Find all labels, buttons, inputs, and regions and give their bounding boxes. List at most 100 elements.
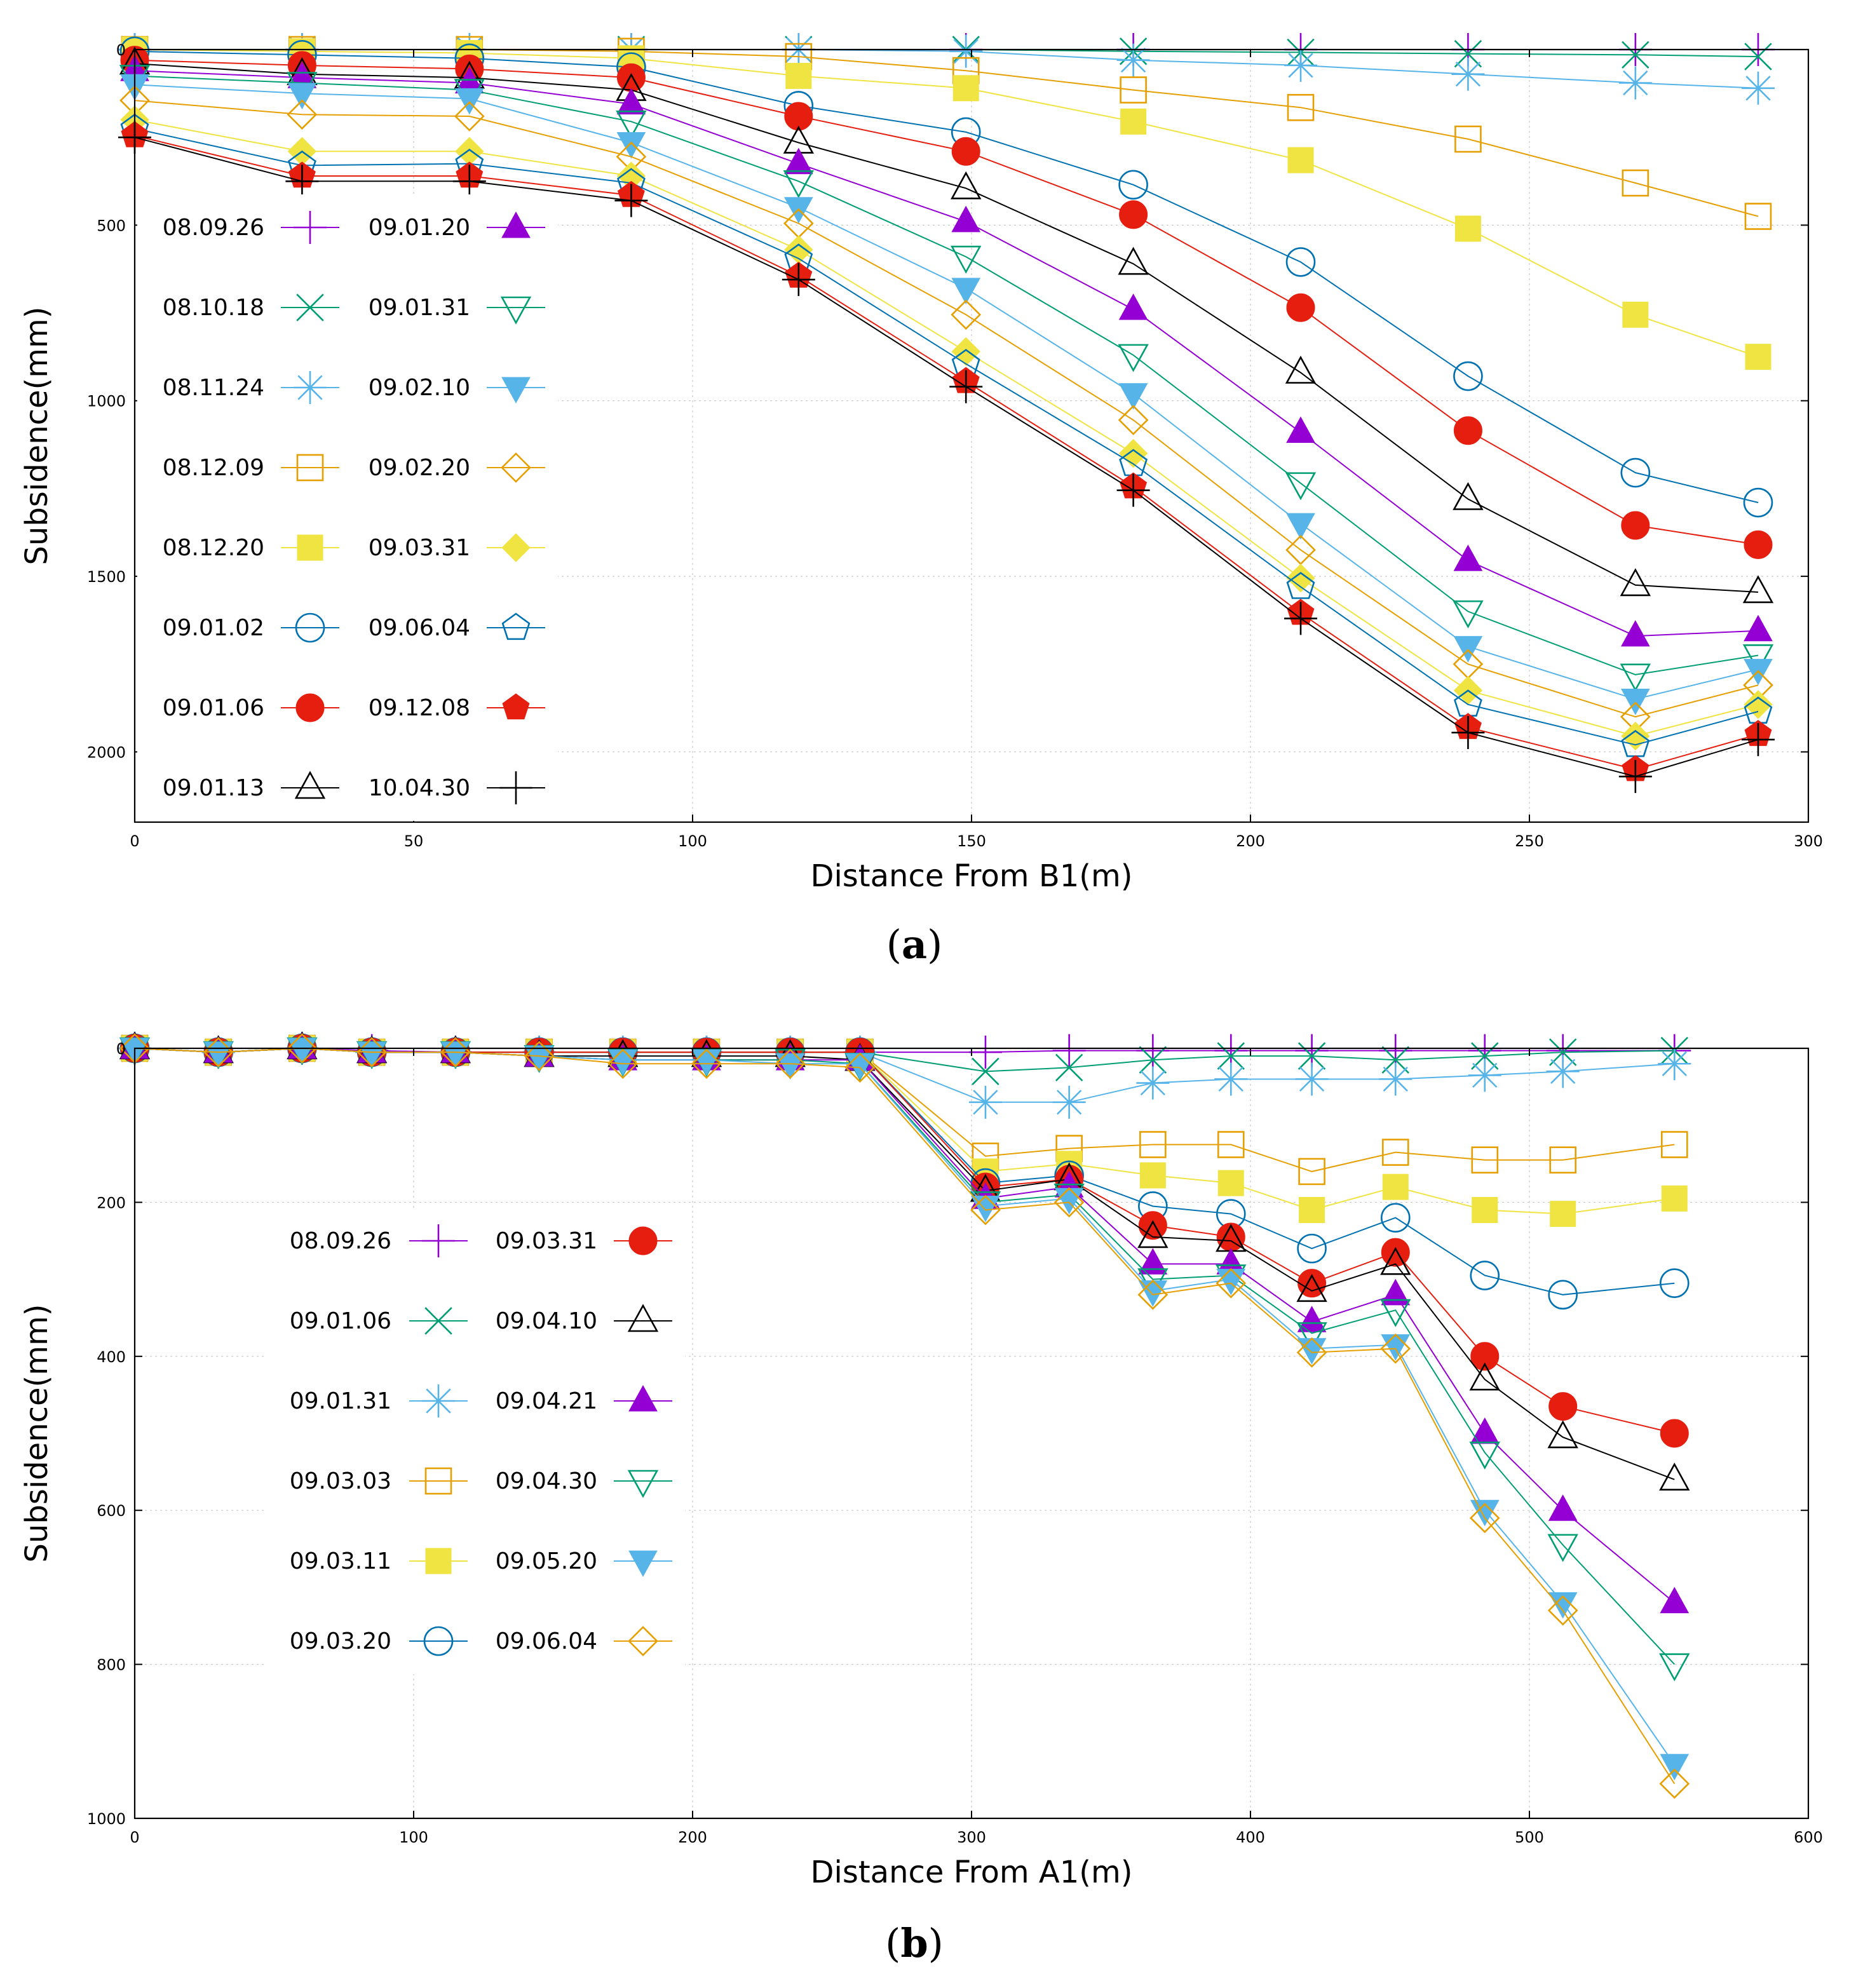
data-point: [607, 1048, 639, 1079]
legend-entry: 09.03.20: [290, 1626, 468, 1656]
data-point: [1742, 575, 1774, 604]
legend-label: 09.03.31: [369, 535, 470, 561]
data-point: [1469, 1503, 1500, 1534]
x-tick-label: 100: [399, 1829, 428, 1846]
data-point: [1284, 602, 1318, 635]
data-point: [968, 1085, 1002, 1119]
y-tick-label: 600: [97, 1502, 126, 1520]
x-tick-label: 250: [1515, 832, 1544, 850]
x-tick-label: 0: [130, 832, 139, 850]
data-point: [1299, 1197, 1325, 1224]
x-tick-label: 100: [678, 832, 707, 850]
x-tick-label: 150: [957, 832, 986, 850]
data-point: [1285, 472, 1317, 501]
data-point: [1118, 170, 1148, 200]
data-point: [951, 171, 982, 199]
legend-label: 08.10.18: [163, 295, 264, 321]
legend-marker: [628, 1384, 658, 1412]
legend-entry: 09.03.03: [290, 1467, 468, 1495]
data-point: [951, 299, 982, 330]
data-point: [951, 245, 982, 274]
data-point: [1379, 1062, 1412, 1096]
data-point: [1118, 405, 1149, 435]
y-tick-label: 1000: [87, 1810, 126, 1828]
legend-marker: [502, 693, 530, 720]
data-point: [524, 1045, 554, 1072]
data-point: [356, 1037, 387, 1067]
legend-label: 08.12.20: [163, 535, 264, 561]
data-point: [1116, 473, 1150, 507]
data-point: [1620, 620, 1650, 647]
data-point: [1139, 1162, 1166, 1189]
data-point: [1286, 564, 1315, 593]
legend-entry: 09.01.31: [369, 295, 545, 325]
legend-label: 09.04.21: [496, 1388, 597, 1414]
data-point: [1744, 614, 1773, 642]
legend-label: 09.03.03: [290, 1468, 391, 1494]
data-point: [1137, 1280, 1169, 1310]
data-point: [1741, 723, 1775, 757]
x-tick-label: 400: [1236, 1829, 1265, 1846]
data-point: [1660, 1131, 1688, 1158]
data-point: [1549, 1146, 1576, 1174]
series-09.01.06: [120, 46, 1773, 559]
legend-entry: 08.10.18: [163, 294, 339, 321]
data-point: [1286, 416, 1315, 443]
data-point: [1468, 1058, 1501, 1092]
data-point: [1548, 1592, 1578, 1619]
y-tick-label: 2000: [87, 743, 126, 761]
legend-entry: 09.03.11: [290, 1548, 468, 1574]
data-point: [1547, 1595, 1578, 1626]
legend-label: 09.01.13: [163, 775, 264, 801]
legend-label: 09.05.20: [496, 1548, 597, 1574]
chart-a: 0 50 100 150 200 250 300 0 500 1000 1500 2000 Distan…: [19, 33, 1823, 968]
legend-marker: [627, 1470, 659, 1498]
legend-label: 09.12.08: [369, 695, 470, 721]
chart-b: 0 100 200 300 400 500 600 0 200 400 600 800 1000 Dist…: [19, 1031, 1823, 1966]
data-point: [1454, 215, 1481, 242]
data-point: [1470, 1499, 1500, 1527]
legend-label: 09.01.20: [369, 215, 470, 241]
legend-marker: [425, 1548, 452, 1574]
legend-entry: 09.06.04: [496, 1626, 672, 1656]
legend-entry: 09.04.30: [496, 1468, 672, 1498]
legend-marker: [499, 771, 532, 804]
legend-entry: 08.12.09: [163, 454, 339, 482]
data-point: [1381, 1139, 1409, 1166]
data-point: [1454, 125, 1482, 153]
x-axis-title: Distance From A1(m): [811, 1855, 1133, 1890]
legend-entry: 09.03.31: [496, 1226, 672, 1255]
data-point: [1743, 487, 1773, 518]
legend-marker: [628, 1550, 658, 1578]
data-point: [1622, 169, 1650, 197]
data-point: [1138, 1211, 1167, 1240]
data-point: [616, 63, 646, 92]
series-09.01.31: [119, 65, 1774, 692]
data-point: [1451, 57, 1485, 91]
data-point: [1286, 293, 1315, 322]
legend-entry: 08.09.26: [163, 211, 339, 244]
legend-marker: [501, 452, 531, 483]
data-point: [287, 1033, 318, 1064]
data-point: [949, 34, 983, 68]
data-point: [1453, 544, 1483, 571]
data-point: [1548, 1038, 1577, 1066]
legend-label: 10.04.30: [369, 775, 470, 801]
data-point: [1453, 600, 1484, 629]
data-point: [1744, 43, 1772, 71]
data-point: [951, 337, 980, 367]
y-axis-title: Subsidence(mm): [19, 306, 55, 565]
data-point: [1470, 1342, 1500, 1371]
data-point: [1741, 71, 1775, 105]
x-tick-label: 50: [404, 832, 424, 850]
data-point: [1214, 1034, 1248, 1067]
legend-entry: 08.09.26: [290, 1224, 468, 1257]
data-point: [1136, 1034, 1170, 1067]
series-line: [134, 75, 1759, 675]
data-point: [1295, 1034, 1329, 1067]
data-point: [1217, 1170, 1244, 1196]
data-point: [1380, 1247, 1411, 1275]
y-tick-label: 0: [116, 1040, 126, 1058]
legend-marker: [422, 1384, 455, 1417]
data-point: [1216, 1268, 1247, 1299]
